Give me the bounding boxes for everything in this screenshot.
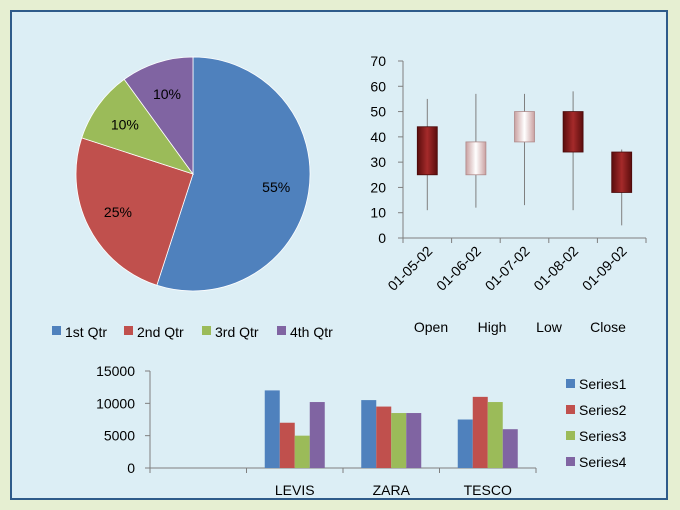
stock-y-tick-label: 70	[370, 53, 386, 69]
stock-candle-body	[465, 141, 487, 176]
bar-chart: 0 5000 10000 15000 LEVIS ZARA TESCO Series1 Seri…	[96, 363, 627, 498]
legend-label: 2nd Qtr	[137, 324, 184, 340]
bar-y-tick-label: 5000	[104, 428, 135, 444]
bar-legend-label: Series4	[579, 454, 627, 470]
legend-label: 4th Qtr	[290, 324, 333, 340]
bar-series1	[264, 390, 280, 468]
bar-series1	[361, 400, 377, 468]
pie-slice-2	[75, 137, 194, 286]
bar-y-tick-label: 15000	[96, 363, 135, 379]
bar-legend-label: Series1	[579, 376, 627, 392]
stock-y-tick-label: 40	[370, 129, 386, 145]
pie-slice-4	[123, 56, 194, 176]
stock-y-tick-label: 30	[370, 154, 386, 170]
pie-slice-3	[81, 78, 195, 175]
legend-swatch	[124, 326, 133, 335]
pie-chart: 55% 25% 10% 10%	[75, 56, 311, 292]
bar-category-label: TESCO	[464, 482, 512, 498]
stock-candle-body	[611, 151, 633, 193]
bar-series4	[309, 402, 325, 468]
bar-legend-label: Series2	[579, 402, 627, 418]
stock-x-tick-label: 01-08-02	[530, 243, 581, 294]
bar-series2	[376, 406, 392, 468]
stock-y-tick-label: 0	[378, 230, 386, 246]
bar-series2	[279, 422, 295, 468]
stock-x-tick-label: 01-07-02	[482, 243, 533, 294]
bar-category-label: LEVIS	[275, 482, 315, 498]
bar-y-tick-label: 0	[127, 460, 135, 476]
pie-data-label: 25%	[104, 204, 132, 220]
stock-series-label: Close	[590, 319, 626, 335]
stock-series-label: High	[478, 319, 507, 335]
legend-swatch	[52, 326, 61, 335]
bar-category-label: ZARA	[373, 482, 411, 498]
bar-legend-swatch	[566, 405, 575, 414]
legend-label: 3rd Qtr	[215, 324, 259, 340]
bar-legend-swatch	[566, 457, 575, 466]
stock-y-tick-label: 50	[370, 104, 386, 120]
stock-x-tick-label: 01-05-02	[384, 243, 435, 294]
stock-candle-body	[514, 111, 535, 143]
pie-data-label: 55%	[262, 179, 290, 195]
stock-y-tick-label: 20	[370, 179, 386, 195]
bar-series3	[487, 402, 503, 468]
stock-x-tick-label: 01-06-02	[433, 243, 484, 294]
legend-label: 1st Qtr	[65, 324, 107, 340]
stock-candle-body	[562, 111, 584, 153]
legend-swatch	[277, 326, 286, 335]
bar-legend-label: Series3	[579, 428, 627, 444]
bar-series3	[391, 413, 407, 468]
bar-series2	[472, 396, 488, 468]
stock-candle-body	[416, 126, 438, 176]
pie-data-label: 10%	[153, 86, 181, 102]
legend-swatch	[202, 326, 211, 335]
pie-slice-1	[156, 56, 311, 292]
bar-series4	[406, 413, 422, 468]
bar-legend-swatch	[566, 379, 575, 388]
pie-data-label: 10%	[111, 116, 139, 132]
stock-series-label: Open	[414, 319, 448, 335]
stock-y-tick-label: 60	[370, 78, 386, 94]
stock-chart: 01020304050607001-05-0201-06-0201-07-020…	[370, 53, 647, 335]
stock-y-tick-label: 10	[370, 205, 386, 221]
bar-legend-swatch	[566, 431, 575, 440]
stock-series-label: Low	[536, 319, 563, 335]
bar-series3	[294, 435, 310, 468]
bar-y-tick-label: 10000	[96, 395, 135, 411]
bar-series1	[457, 419, 473, 468]
bar-series4	[502, 429, 518, 468]
stock-x-tick-label: 01-09-02	[579, 243, 630, 294]
pie-legend: 1st Qtr 2nd Qtr 3rd Qtr 4th Qtr	[52, 324, 333, 340]
